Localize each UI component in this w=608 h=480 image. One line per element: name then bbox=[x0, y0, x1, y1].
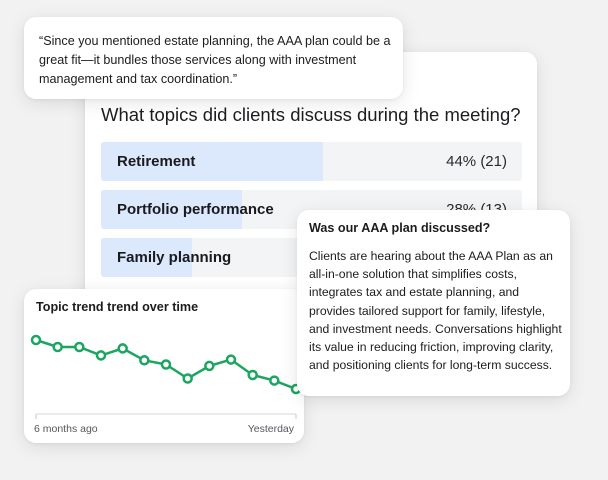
trend-data-point bbox=[30, 334, 42, 346]
poll-option-label: Retirement bbox=[117, 153, 196, 170]
trend-data-point bbox=[204, 360, 215, 372]
quote-text: “Since you mentioned estate planning, th… bbox=[39, 34, 391, 86]
trend-chart bbox=[30, 334, 302, 419]
x-axis-start-label: 6 months ago bbox=[34, 423, 98, 435]
info-body: Clients are hearing about the AAA Plan a… bbox=[309, 249, 562, 373]
trend-data-point bbox=[52, 341, 63, 353]
poll-question: What topics did clients discuss during t… bbox=[101, 104, 521, 125]
poll-option-fill bbox=[101, 190, 243, 229]
trend-data-point bbox=[95, 350, 107, 361]
quote-bubble: “Since you mentioned estate planning, th… bbox=[24, 17, 403, 99]
trend-title: Topic trend trend over time bbox=[36, 300, 199, 314]
info-title: Was our AAA plan discussed? bbox=[309, 221, 491, 235]
trend-card: Topic trend trend over time 6 months ago… bbox=[24, 289, 304, 443]
poll-option-label: Portfolio performance bbox=[117, 201, 274, 218]
trend-data-point bbox=[74, 341, 85, 353]
trend-data-point bbox=[247, 369, 258, 381]
poll-option-label: Family planning bbox=[117, 249, 232, 266]
poll-option-retirement[interactable]: Retirement 44% (21) bbox=[101, 142, 522, 181]
x-axis-end-label: Yesterday bbox=[247, 423, 294, 435]
trend-data-point bbox=[182, 373, 193, 384]
trend-data-point bbox=[269, 375, 280, 386]
info-popup: Was our AAA plan discussed? Clients are … bbox=[297, 210, 570, 396]
poll-option-fill bbox=[101, 142, 323, 181]
trend-data-point bbox=[225, 354, 237, 365]
trend-data-point bbox=[160, 359, 172, 370]
trend-data-point bbox=[117, 343, 128, 354]
poll-option-value: 44% (21) bbox=[446, 153, 507, 170]
poll-option-fill bbox=[101, 238, 192, 277]
trend-data-point bbox=[139, 355, 150, 366]
